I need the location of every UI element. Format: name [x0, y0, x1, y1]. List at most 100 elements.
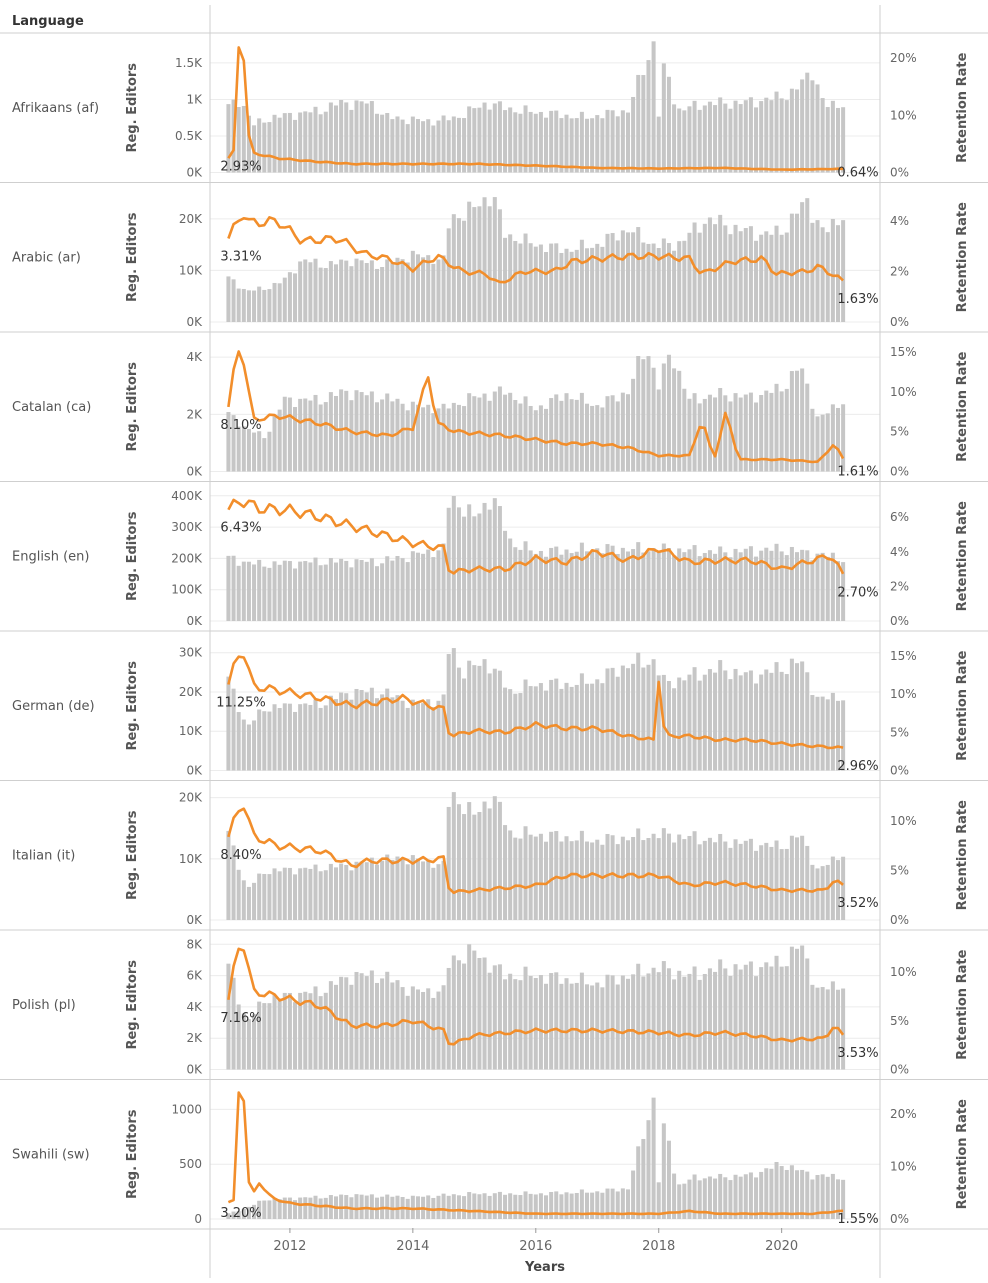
editor-bar: [497, 386, 502, 472]
editor-bar: [328, 261, 333, 322]
editor-bar: [789, 213, 794, 322]
editor-bar: [395, 556, 400, 621]
editor-bar: [615, 984, 620, 1070]
editor-bar: [328, 863, 333, 920]
editor-bar: [482, 1193, 487, 1219]
editor-bar: [697, 232, 702, 322]
editor-bar: [569, 1193, 574, 1219]
editor-bar: [436, 259, 441, 322]
editor-bar: [272, 1198, 277, 1219]
left-tick-label: 300K: [171, 520, 203, 534]
editor-bar: [779, 551, 784, 621]
left-tick-label: 30K: [179, 646, 203, 660]
editor-bar: [549, 547, 554, 621]
editor-bar: [364, 103, 369, 173]
editor-bar: [595, 243, 600, 322]
editor-bar: [625, 112, 630, 173]
editor-bar: [656, 552, 661, 621]
editor-bar: [728, 557, 733, 621]
editor-bar: [820, 552, 825, 621]
editor-bar: [252, 564, 257, 621]
editor-bar: [262, 438, 267, 472]
editor-bar: [528, 550, 533, 621]
editor-bar: [764, 547, 769, 621]
editor-bar: [236, 426, 241, 472]
editor-bar: [569, 118, 574, 173]
editor-bar: [513, 547, 518, 621]
editor-bar: [390, 859, 395, 920]
editor-bar: [743, 228, 748, 322]
left-tick-label: 4K: [186, 1000, 203, 1014]
editor-bar: [462, 963, 467, 1070]
editor-bar: [718, 1173, 723, 1219]
right-axis-title: Retention Rate: [955, 202, 970, 312]
x-tick-label: 2020: [765, 1239, 798, 1254]
editor-bar: [682, 110, 687, 173]
editor-bar: [692, 393, 697, 472]
editor-bar: [426, 699, 431, 771]
editor-bar: [754, 683, 759, 771]
editor-bar: [456, 404, 461, 472]
editor-bar: [518, 243, 523, 322]
editor-bar: [841, 562, 846, 621]
editor-bar: [795, 89, 800, 173]
editor-bar: [456, 218, 461, 322]
left-tick-label: 0K: [186, 1063, 203, 1077]
editor-bar: [339, 259, 344, 322]
left-tick-label: 200K: [171, 551, 203, 565]
editor-bar: [615, 844, 620, 920]
right-tick-label: 5%: [890, 1014, 909, 1028]
editor-bar: [508, 538, 513, 621]
panel-english-en-: 0K 100K 200K 300K 400K 0% 2% 4% 6% 6.43% 2.70% Engl…: [0, 489, 988, 632]
editor-bar: [692, 667, 697, 771]
editor-bar: [426, 988, 431, 1070]
editor-bar: [503, 530, 508, 621]
editor-bar: [431, 263, 436, 322]
editor-bar: [784, 388, 789, 472]
editor-bar: [651, 659, 656, 771]
editor-bar: [784, 100, 789, 173]
editor-bar: [538, 1193, 543, 1219]
editor-bar: [795, 948, 800, 1070]
editor-bar: [605, 833, 610, 920]
editor-bar: [323, 992, 328, 1070]
editor-bar: [825, 699, 830, 771]
editor-bar: [426, 1195, 431, 1219]
editor-bar: [574, 1192, 579, 1219]
editor-bar: [231, 1211, 236, 1219]
editor-bar: [784, 1169, 789, 1219]
editor-bar: [226, 276, 231, 322]
editor-bar: [369, 687, 374, 771]
editor-bar: [298, 992, 303, 1070]
editor-bar: [830, 692, 835, 771]
editor-bar: [508, 973, 513, 1070]
left-tick-label: 4K: [186, 350, 203, 364]
editor-bar: [605, 668, 610, 771]
editor-bar: [436, 120, 441, 173]
editor-bar: [380, 114, 385, 173]
editor-bar: [308, 704, 313, 771]
editor-bar: [738, 675, 743, 771]
editor-bar: [805, 958, 810, 1070]
editor-bar: [369, 391, 374, 472]
editor-bar: [441, 403, 446, 472]
editor-bar: [451, 1194, 456, 1219]
editor-bar: [579, 542, 584, 621]
editor-bar: [523, 396, 528, 472]
editor-bar: [282, 992, 287, 1070]
editor-bar: [359, 861, 364, 920]
editor-bar: [544, 983, 549, 1070]
retention-start-label: 8.10%: [220, 418, 261, 433]
editor-bar: [779, 391, 784, 472]
editor-bar: [252, 1014, 257, 1070]
right-tick-label: 4%: [890, 214, 909, 228]
retention-start-label: 11.25%: [216, 695, 266, 710]
editor-bar: [759, 845, 764, 920]
editor-bar: [800, 835, 805, 920]
editor-bar: [415, 552, 420, 621]
editor-bar: [759, 1171, 764, 1219]
editor-bar: [344, 864, 349, 920]
editor-bar: [313, 864, 318, 920]
right-axis-title: Retention Rate: [955, 501, 970, 611]
editor-bar: [651, 367, 656, 472]
